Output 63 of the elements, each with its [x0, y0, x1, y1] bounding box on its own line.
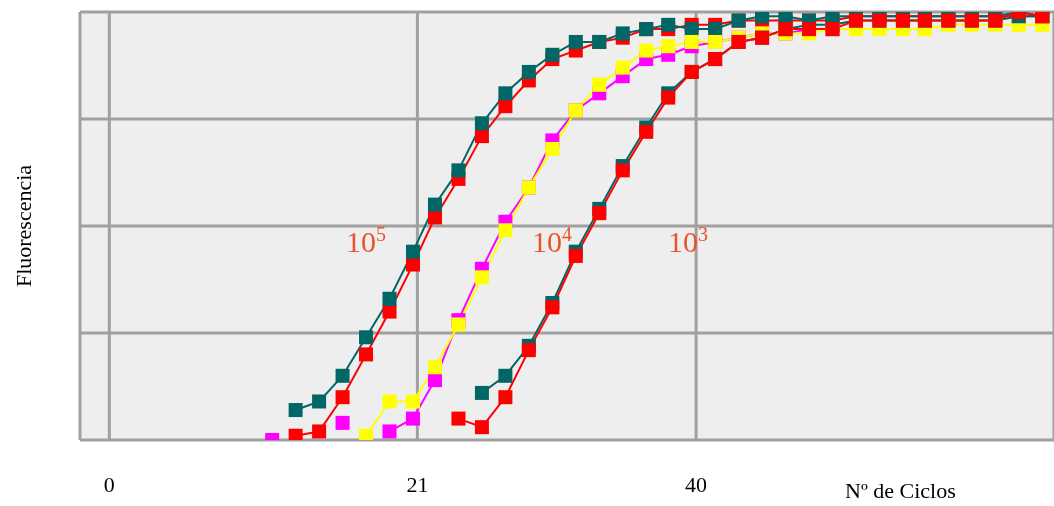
- point: [451, 411, 466, 426]
- point: [498, 368, 513, 383]
- point: [451, 163, 466, 178]
- annotation: 10$^{4}$: [532, 223, 572, 258]
- point: [661, 17, 676, 32]
- point: [474, 420, 489, 435]
- point: [474, 270, 489, 285]
- point: [661, 90, 676, 105]
- point: [427, 197, 442, 212]
- point: [405, 411, 420, 426]
- point: [382, 291, 397, 306]
- point: [684, 22, 699, 37]
- point: [382, 424, 397, 439]
- point: [427, 373, 442, 388]
- point: [521, 64, 536, 79]
- point: [335, 390, 350, 405]
- point: [521, 343, 536, 358]
- point: [639, 43, 654, 58]
- x-axis-title: Nº de Ciclos: [845, 478, 956, 504]
- point: [568, 34, 583, 49]
- point: [498, 99, 513, 114]
- x-tick-label: 40: [685, 471, 708, 497]
- point: [382, 394, 397, 409]
- point: [639, 124, 654, 139]
- annotation: 10$^{5}$: [346, 223, 386, 258]
- point: [615, 26, 630, 41]
- point: [288, 403, 303, 418]
- point: [312, 394, 327, 409]
- x-tick-label: 21: [406, 471, 429, 497]
- point: [335, 415, 350, 430]
- annotation: 10$^{3}$: [668, 223, 708, 258]
- point: [451, 317, 466, 332]
- y-axis-title: Fluorescencia: [11, 164, 37, 288]
- point: [545, 300, 560, 315]
- point: [474, 385, 489, 400]
- point: [498, 390, 513, 405]
- point: [545, 47, 560, 62]
- point: [755, 12, 770, 24]
- point: [661, 39, 676, 54]
- point: [498, 86, 513, 101]
- point: [592, 206, 607, 221]
- point: [474, 116, 489, 131]
- point: [335, 368, 350, 383]
- point: [592, 77, 607, 92]
- point: [545, 141, 560, 156]
- point: [405, 244, 420, 259]
- point: [474, 129, 489, 144]
- point: [615, 163, 630, 178]
- point: [498, 223, 513, 238]
- point: [708, 22, 723, 37]
- point: [288, 428, 303, 440]
- point: [568, 248, 583, 263]
- point: [684, 34, 699, 49]
- point: [615, 60, 630, 75]
- point: [312, 424, 327, 439]
- x-tick-label: 0: [103, 471, 115, 497]
- point: [405, 394, 420, 409]
- point: [427, 360, 442, 375]
- point: [359, 428, 374, 440]
- point: [405, 257, 420, 272]
- point: [382, 304, 397, 319]
- point: [359, 330, 374, 345]
- point: [359, 347, 374, 362]
